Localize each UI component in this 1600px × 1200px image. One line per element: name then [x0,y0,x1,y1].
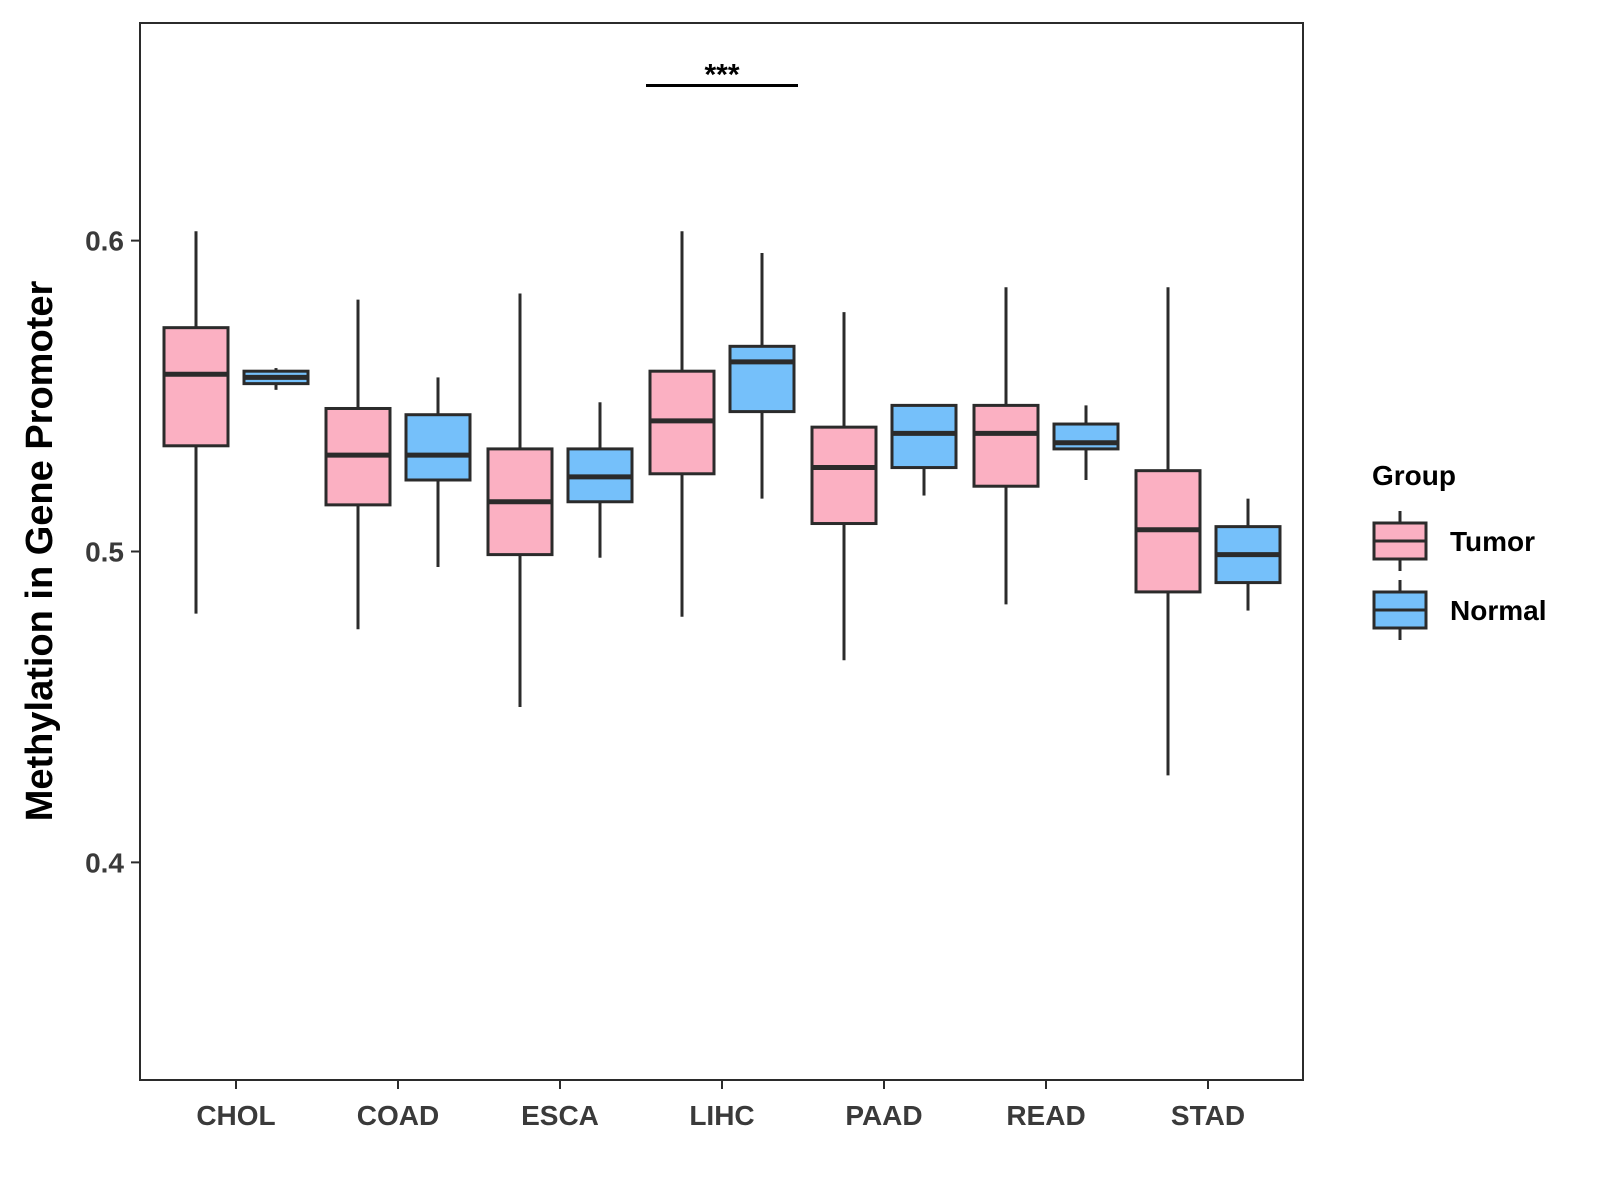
box-chol-normal [242,368,310,390]
box-paad-normal [890,403,958,496]
box-lihc-tumor [648,231,716,617]
box-iqr [162,326,230,448]
box-stad-tumor [1134,287,1202,776]
box-lihc-normal [728,253,796,499]
box-read-tumor [972,287,1040,605]
legend-label: Normal [1450,595,1546,626]
legend-label: Tumor [1450,526,1535,557]
significance-annotations: *** [646,59,798,92]
box-coad-normal [404,377,472,568]
box-iqr [404,413,472,482]
x-tick-label: COAD [357,1100,439,1131]
legend-title: Group [1372,460,1456,491]
significance-label: *** [704,59,739,92]
box-iqr [890,403,958,470]
legend-item-tumor: Tumor [1372,511,1535,571]
box-stad-normal [1214,498,1282,611]
box-coad-tumor [324,299,392,630]
plot-panel-border [139,22,1304,1081]
y-tick-label: 0.5 [85,537,124,568]
y-tick-label: 0.6 [85,226,124,257]
legend-item-normal: Normal [1372,580,1546,640]
y-axis: 0.4 0.5 0.6 [85,226,140,878]
box-iqr [728,344,796,414]
x-tick-label: ESCA [521,1100,599,1131]
box-esca-normal [566,402,634,558]
box-iqr [972,403,1040,488]
box-chol-tumor [162,231,230,614]
x-axis: CHOL COAD ESCA LIHC PAAD READ STAD [196,1080,1245,1131]
plot-area [162,231,1282,776]
x-tick-label: LIHC [689,1100,754,1131]
y-tick-label: 0.4 [85,847,124,878]
box-esca-tumor [486,293,554,707]
box-paad-tumor [810,312,878,661]
x-tick-label: READ [1006,1100,1085,1131]
y-axis-title: Methylation in Gene Promoter [19,281,61,822]
box-read-normal [1052,405,1120,480]
x-tick-label: CHOL [196,1100,275,1131]
box-iqr [810,425,878,526]
x-tick-label: PAAD [845,1100,922,1131]
legend: Group Tumor Normal [1372,460,1546,640]
x-tick-label: STAD [1171,1100,1245,1131]
